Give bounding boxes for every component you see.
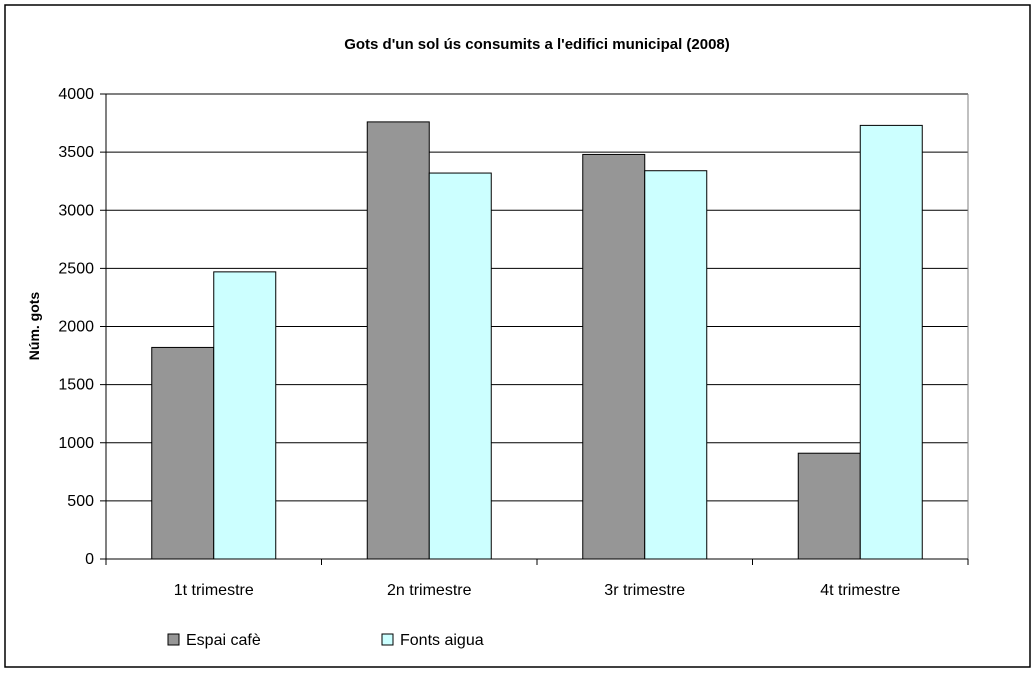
axes <box>100 93 969 565</box>
bar-espai-cafe <box>151 346 215 560</box>
y-tick-label: 1500 <box>58 377 94 394</box>
y-tick-label: 2500 <box>58 260 94 277</box>
legend-label: Espai cafè <box>186 632 261 649</box>
chart-title: Gots d'un sol ús consumits a l'edifici m… <box>344 36 730 53</box>
x-tick-label: 4t trimestre <box>820 582 900 599</box>
x-tick-label: 2n trimestre <box>387 582 472 599</box>
bar-fonts-aigua <box>859 124 923 560</box>
y-tick-label: 3000 <box>58 202 94 219</box>
bar-espai-cafe <box>366 121 430 560</box>
y-tick-label: 1000 <box>58 435 94 452</box>
y-tick-label: 500 <box>67 493 94 510</box>
x-tick-label: 1t trimestre <box>174 582 254 599</box>
y-tick-label: 4000 <box>58 86 94 103</box>
bar-fonts-aigua <box>213 271 277 560</box>
legend-swatch <box>167 633 180 646</box>
y-tick-labels: 0 500 1000 1500 2000 2500 3000 3500 4000 <box>58 86 94 568</box>
y-axis-label: Núm. gots <box>26 292 42 361</box>
x-tick-label: 3r trimestre <box>604 582 685 599</box>
x-tick-labels: 1t trimestre 2n trimestre 3r trimestre 4t t… <box>174 582 901 599</box>
legend-label: Fonts aigua <box>400 632 484 649</box>
bar-fonts-aigua <box>428 172 492 560</box>
bar-espai-cafe <box>797 452 861 560</box>
y-tick-label: 3500 <box>58 144 94 161</box>
legend: Espai cafè Fonts aigua <box>167 632 484 649</box>
bar-espai-cafe <box>582 153 646 560</box>
legend-swatch <box>381 633 394 646</box>
bars <box>151 121 923 560</box>
y-tick-label: 0 <box>85 551 94 568</box>
bar-fonts-aigua <box>644 170 708 560</box>
y-tick-label: 2000 <box>58 319 94 336</box>
